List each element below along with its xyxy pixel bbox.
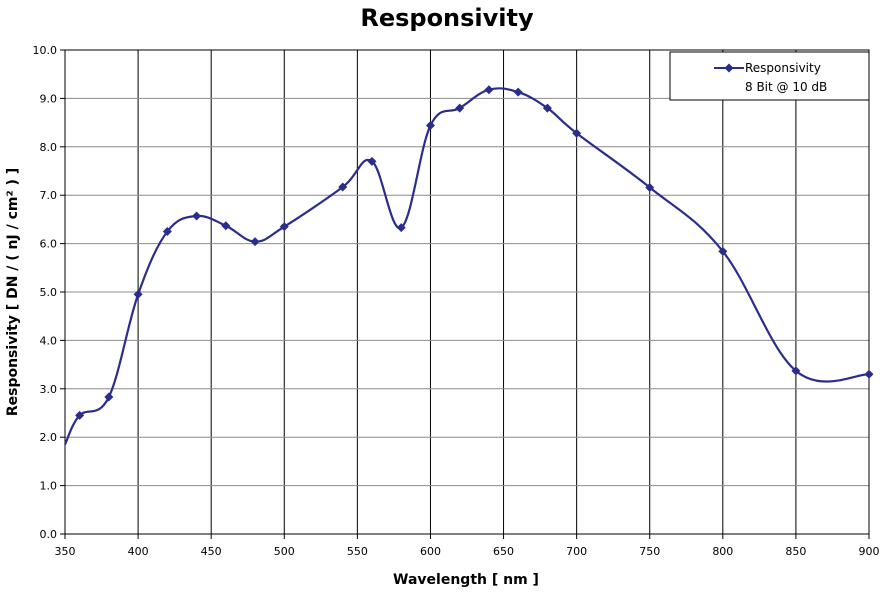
y-tick-label: 10.0 xyxy=(33,44,58,57)
x-tick-label: 650 xyxy=(493,545,514,558)
data-point-marker xyxy=(791,366,801,376)
series-markers xyxy=(75,85,874,420)
data-point-marker xyxy=(192,211,202,221)
grid-lines xyxy=(65,50,869,534)
x-axis-ticks: 350 400 450 500 550 600 650 700 750 800 850 900 xyxy=(55,534,880,558)
data-point-marker xyxy=(864,369,874,379)
data-point-marker xyxy=(572,128,582,138)
data-point-marker xyxy=(338,182,348,192)
data-point-marker xyxy=(221,221,231,231)
legend-label: Responsivity xyxy=(745,61,821,75)
data-point-marker xyxy=(645,182,655,192)
legend: Responsivity 8 Bit @ 10 dB xyxy=(669,51,870,101)
x-tick-label: 800 xyxy=(712,545,733,558)
x-tick-label: 350 xyxy=(55,545,76,558)
data-point-marker xyxy=(425,121,435,131)
legend-marker xyxy=(724,63,734,73)
legend-sublabel: 8 Bit @ 10 dB xyxy=(745,80,827,94)
x-tick-label: 850 xyxy=(785,545,806,558)
data-point-marker xyxy=(250,237,260,247)
data-point-marker xyxy=(718,246,728,256)
chart-title: Responsivity xyxy=(360,4,534,32)
x-tick-label: 550 xyxy=(347,545,368,558)
data-point-marker xyxy=(133,289,143,299)
x-tick-label: 450 xyxy=(201,545,222,558)
y-tick-label: 6.0 xyxy=(40,238,58,251)
data-point-marker xyxy=(75,410,85,420)
y-tick-label: 5.0 xyxy=(40,286,58,299)
y-tick-label: 1.0 xyxy=(40,480,58,493)
data-point-marker xyxy=(396,223,406,233)
x-tick-label: 400 xyxy=(128,545,149,558)
data-point-marker xyxy=(542,103,552,113)
x-axis-label: Wavelength [ nm ] xyxy=(393,572,539,588)
data-point-marker xyxy=(162,227,172,236)
y-tick-label: 9.0 xyxy=(40,92,58,105)
data-point-marker xyxy=(279,222,289,232)
y-tick-label: 0.0 xyxy=(40,528,58,541)
y-tick-label: 2.0 xyxy=(40,431,58,444)
data-point-marker xyxy=(367,156,377,166)
x-tick-label: 500 xyxy=(274,545,295,558)
x-tick-label: 750 xyxy=(639,545,660,558)
legend-box xyxy=(669,51,870,101)
y-tick-label: 3.0 xyxy=(40,383,58,396)
x-tick-label: 600 xyxy=(420,545,441,558)
x-tick-label: 700 xyxy=(566,545,587,558)
data-point-marker xyxy=(104,392,114,402)
data-point-marker xyxy=(455,103,465,113)
data-point-marker xyxy=(484,85,494,95)
data-point-marker xyxy=(513,87,523,97)
y-axis-ticks: 0.0 1.0 2.0 3.0 4.0 5.0 6.0 7.0 8.0 9.0 10.0 xyxy=(33,44,65,541)
y-tick-label: 7.0 xyxy=(40,189,58,202)
y-tick-label: 8.0 xyxy=(40,141,58,154)
y-tick-label: 4.0 xyxy=(40,334,58,347)
series-line-responsivity xyxy=(64,87,870,445)
y-axis-label: Responsivity [ DN / ( nJ / cm² ) ] xyxy=(5,168,21,416)
x-tick-label: 900 xyxy=(859,545,880,558)
